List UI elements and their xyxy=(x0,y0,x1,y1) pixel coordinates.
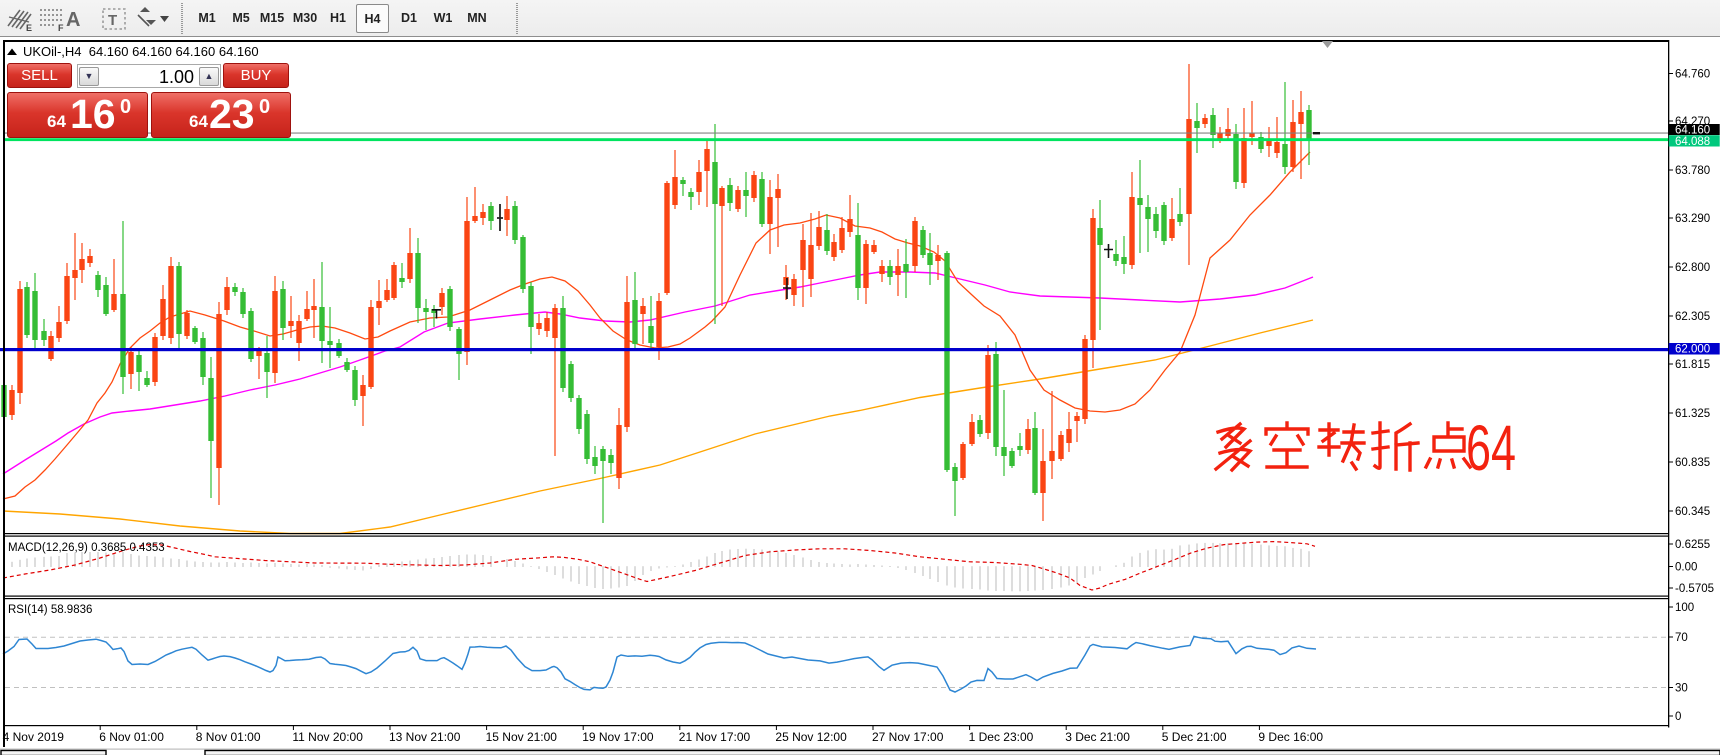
svg-text:0.00: 0.00 xyxy=(1675,562,1697,574)
svg-text:8 Nov 01:00: 8 Nov 01:00 xyxy=(196,730,261,744)
svg-text:63.780: 63.780 xyxy=(1675,165,1710,177)
svg-text:F: F xyxy=(58,23,64,33)
svg-text:9 Dec 16:00: 9 Dec 16:00 xyxy=(1258,730,1323,744)
svg-text:61.815: 61.815 xyxy=(1675,359,1710,371)
svg-text:RSI(14) 58.9836: RSI(14) 58.9836 xyxy=(8,604,92,616)
svg-text:25 Nov 12:00: 25 Nov 12:00 xyxy=(775,730,847,744)
svg-text:0: 0 xyxy=(1675,711,1681,723)
svg-text:13 Nov 21:00: 13 Nov 21:00 xyxy=(389,730,461,744)
svg-text:4 Nov 2019: 4 Nov 2019 xyxy=(3,730,65,744)
svg-text:61.325: 61.325 xyxy=(1675,408,1710,420)
svg-text:64: 64 xyxy=(1466,412,1516,484)
svg-text:64.760: 64.760 xyxy=(1675,69,1710,81)
svg-text:3 Dec 21:00: 3 Dec 21:00 xyxy=(1065,730,1130,744)
svg-text:6 Nov 01:00: 6 Nov 01:00 xyxy=(99,730,164,744)
svg-text:MACD(12,26,9) 0.3685 0.4353: MACD(12,26,9) 0.3685 0.4353 xyxy=(8,542,165,554)
svg-text:A: A xyxy=(66,9,80,31)
svg-text:5 Dec 21:00: 5 Dec 21:00 xyxy=(1162,730,1227,744)
svg-text:62.305: 62.305 xyxy=(1675,311,1710,323)
svg-text:21 Nov 17:00: 21 Nov 17:00 xyxy=(679,730,751,744)
svg-text:-0.5705: -0.5705 xyxy=(1675,583,1714,595)
svg-text:0.6255: 0.6255 xyxy=(1675,539,1710,551)
svg-text:30: 30 xyxy=(1675,683,1688,695)
svg-text:15 Nov 21:00: 15 Nov 21:00 xyxy=(486,730,558,744)
svg-text:11 Nov 20:00: 11 Nov 20:00 xyxy=(292,730,363,744)
svg-text:19 Nov 17:00: 19 Nov 17:00 xyxy=(582,730,654,744)
svg-text:27 Nov 17:00: 27 Nov 17:00 xyxy=(872,730,944,744)
svg-text:60.835: 60.835 xyxy=(1675,457,1710,469)
svg-text:64.160: 64.160 xyxy=(1675,125,1710,137)
svg-text:UKOil-,H4 64.160 64.160 64.16: UKOil-,H4 64.160 64.160 64.160 64.160 xyxy=(23,44,259,59)
svg-text:62.000: 62.000 xyxy=(1675,344,1710,356)
svg-text:70: 70 xyxy=(1675,632,1688,644)
svg-text:E: E xyxy=(26,23,32,33)
svg-text:63.290: 63.290 xyxy=(1675,213,1710,225)
svg-text:60.345: 60.345 xyxy=(1675,506,1710,518)
svg-text:62.800: 62.800 xyxy=(1675,262,1710,274)
svg-text:1 Dec 23:00: 1 Dec 23:00 xyxy=(969,730,1034,744)
svg-text:100: 100 xyxy=(1675,602,1694,614)
svg-text:T: T xyxy=(108,12,117,29)
svg-text:64.088: 64.088 xyxy=(1675,136,1710,148)
